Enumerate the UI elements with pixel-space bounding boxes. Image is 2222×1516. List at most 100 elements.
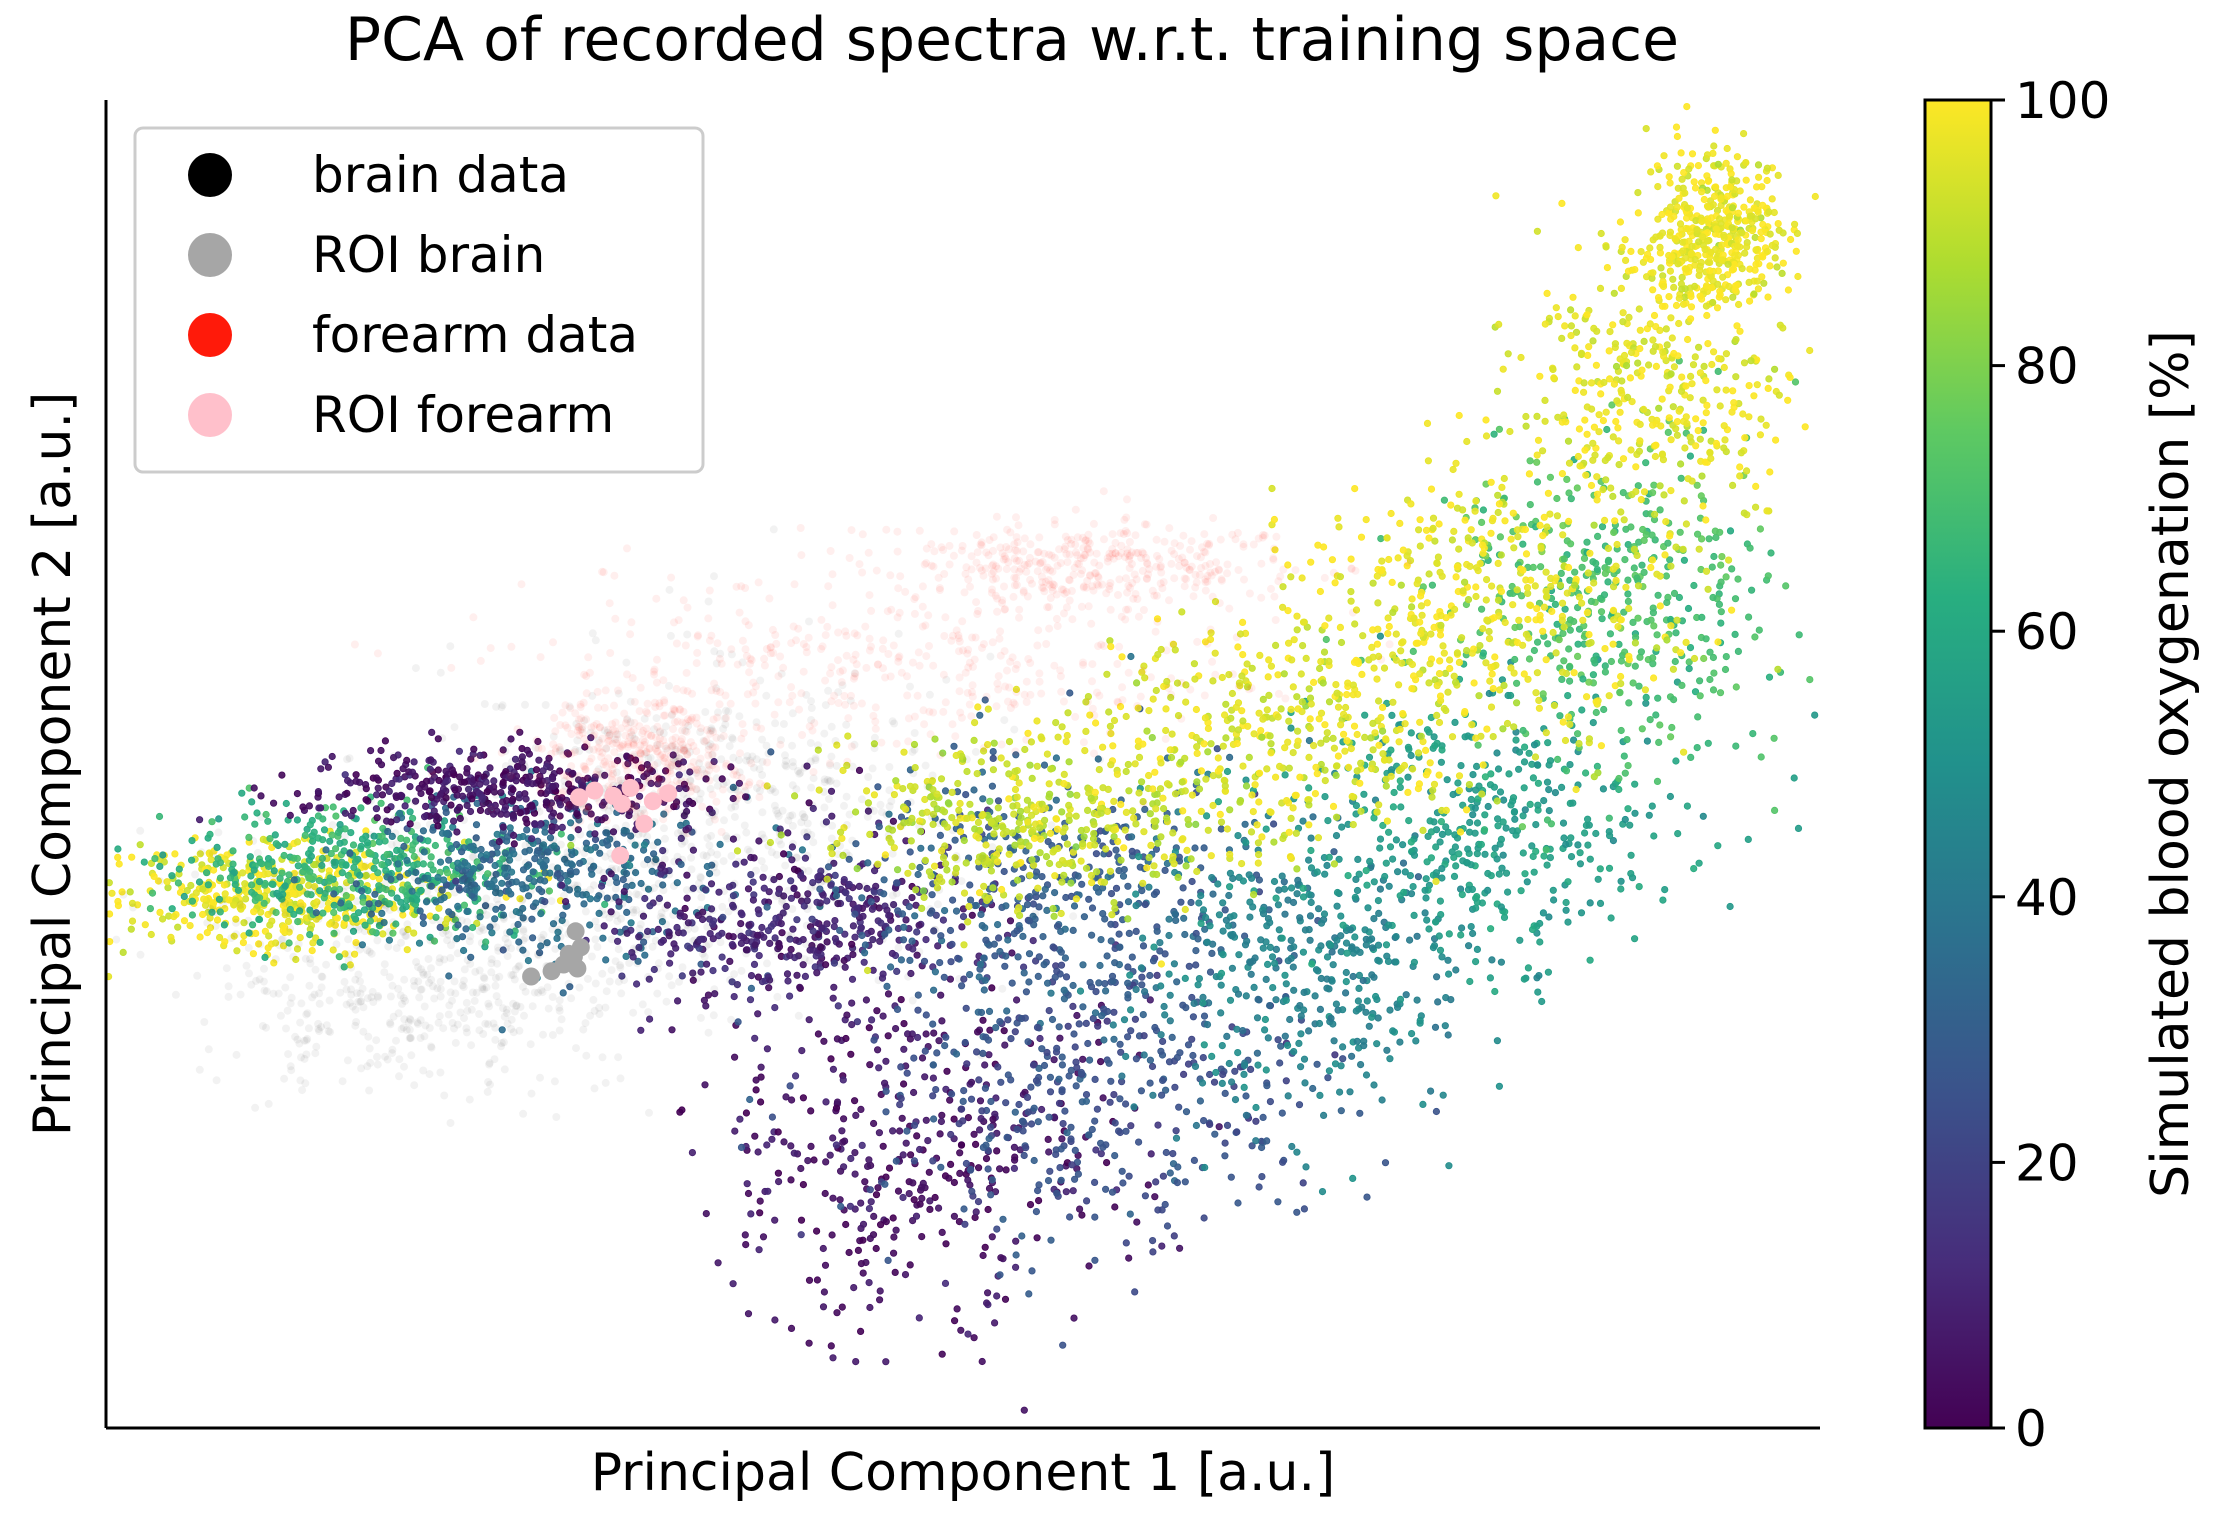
training-point: [333, 914, 341, 922]
training-point: [1046, 1073, 1055, 1081]
training-point: [1512, 736, 1520, 744]
training-point: [373, 814, 381, 822]
training-point: [1088, 904, 1097, 912]
training-point: [1397, 803, 1405, 811]
training-point: [975, 973, 983, 981]
training-point: [874, 783, 882, 791]
training-point: [1026, 1201, 1035, 1209]
training-point: [967, 1078, 976, 1086]
training-point: [1440, 496, 1449, 504]
training-point: [1694, 713, 1702, 721]
training-point: [1427, 854, 1436, 862]
training-point: [1589, 671, 1598, 679]
training-point: [1386, 1055, 1394, 1063]
training-point: [898, 1114, 906, 1122]
training-point: [1677, 474, 1685, 482]
training-point: [285, 928, 293, 936]
training-point: [1124, 979, 1132, 987]
training-point: [889, 1214, 897, 1222]
training-point: [210, 899, 218, 907]
training-point: [1487, 871, 1495, 880]
training-point: [870, 867, 879, 875]
training-point: [1710, 669, 1718, 677]
training-point: [829, 994, 837, 1002]
training-point: [1607, 657, 1616, 666]
training-point: [967, 1095, 976, 1103]
training-point: [1185, 962, 1193, 970]
training-point: [1497, 958, 1506, 966]
training-point: [884, 990, 893, 998]
training-point: [1078, 880, 1086, 888]
training-point: [774, 1128, 782, 1136]
training-point: [870, 1036, 878, 1044]
training-point: [1561, 605, 1569, 613]
training-point: [1484, 802, 1492, 811]
training-point: [918, 1194, 926, 1203]
training-point: [1172, 1127, 1180, 1135]
training-point: [979, 1251, 987, 1260]
training-point: [1468, 885, 1477, 894]
training-point: [1374, 1014, 1382, 1022]
training-point: [1091, 1075, 1099, 1084]
training-point: [861, 941, 870, 949]
training-point: [993, 1147, 1001, 1155]
training-point: [1355, 971, 1364, 980]
training-point: [221, 938, 229, 946]
training-point: [1215, 911, 1224, 919]
training-point: [1122, 1239, 1130, 1247]
training-point: [962, 859, 970, 867]
training-point: [1165, 1058, 1174, 1066]
training-point: [427, 756, 435, 764]
training-point: [973, 769, 981, 778]
training-point: [1146, 971, 1154, 980]
training-point: [299, 803, 307, 811]
training-point: [1219, 927, 1227, 935]
training-point: [1033, 762, 1041, 770]
training-point: [580, 900, 588, 908]
training-point: [1654, 694, 1662, 702]
training-point: [1161, 1200, 1169, 1209]
training-point: [786, 1082, 794, 1090]
training-point: [836, 926, 844, 935]
training-point: [501, 870, 509, 878]
training-point: [1131, 1288, 1139, 1296]
training-point: [1466, 818, 1474, 827]
training-point: [1372, 992, 1380, 1001]
training-point: [641, 894, 649, 903]
training-point: [1615, 785, 1623, 794]
training-point: [796, 983, 804, 991]
training-point: [1071, 1175, 1079, 1183]
training-point: [1519, 849, 1527, 857]
training-point: [1519, 726, 1527, 735]
training-point: [1560, 555, 1568, 563]
training-point: [1241, 820, 1249, 828]
training-point: [1569, 799, 1577, 807]
training-point: [1212, 1068, 1220, 1077]
training-point: [365, 848, 373, 857]
training-point: [1686, 643, 1695, 652]
training-point: [114, 845, 122, 853]
training-point: [846, 1202, 855, 1210]
training-point: [1146, 810, 1154, 818]
training-point: [864, 799, 873, 807]
training-point: [842, 1220, 850, 1229]
training-point: [1084, 1039, 1092, 1048]
training-point: [1058, 808, 1066, 816]
training-point: [812, 1227, 821, 1235]
training-point: [1299, 1179, 1307, 1187]
training-point: [1192, 961, 1200, 969]
training-point: [956, 828, 965, 836]
training-point: [959, 1117, 967, 1125]
training-point: [990, 830, 998, 838]
training-point: [164, 884, 172, 892]
training-point: [282, 799, 290, 808]
training-point: [1678, 681, 1686, 690]
training-point: [419, 919, 427, 928]
training-point: [315, 804, 323, 812]
training-point: [1139, 942, 1148, 950]
training-point: [1145, 853, 1153, 862]
training-point: [404, 925, 412, 934]
training-point: [950, 742, 958, 750]
training-point: [403, 881, 412, 889]
training-point: [1025, 842, 1033, 850]
